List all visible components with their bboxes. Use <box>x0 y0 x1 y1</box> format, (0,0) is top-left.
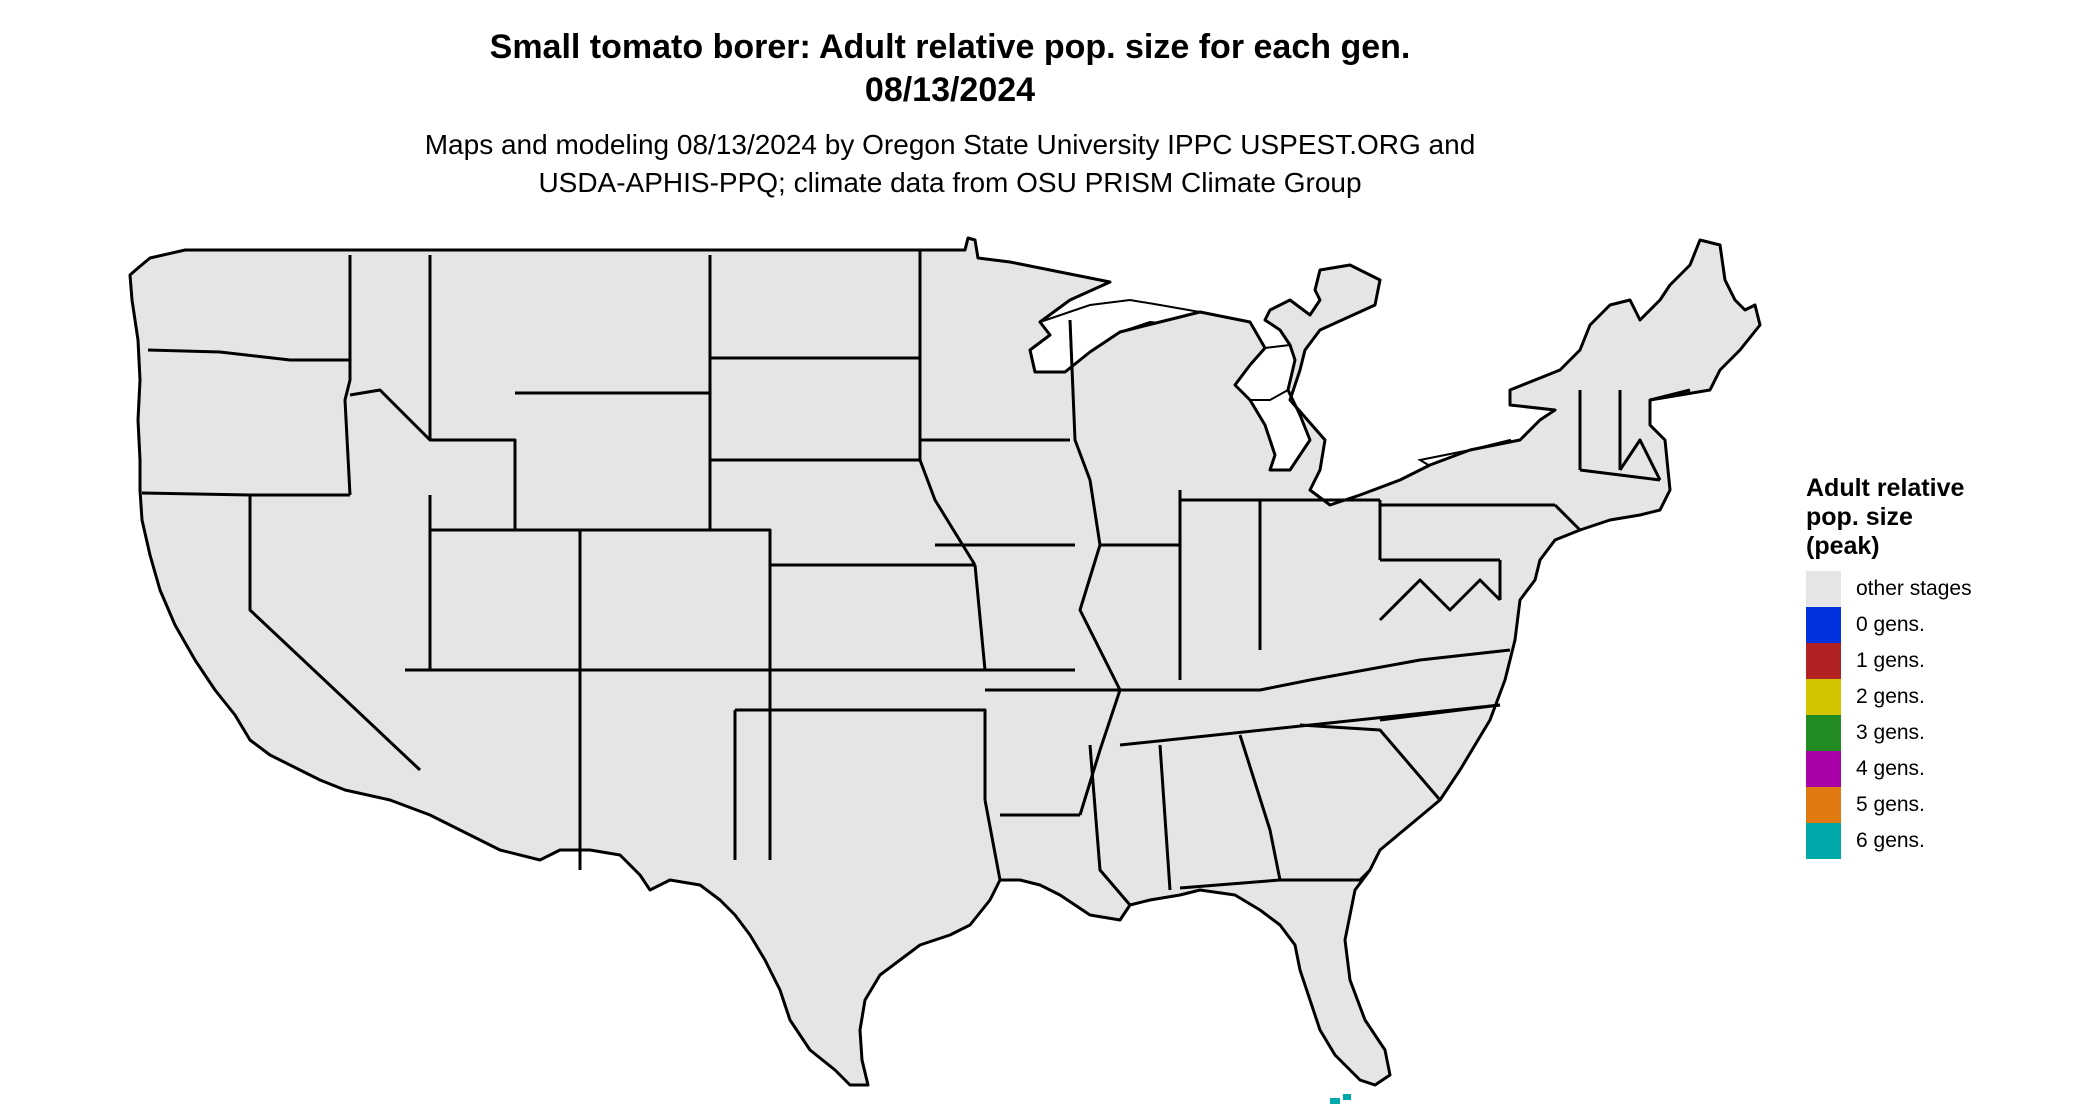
map-subtitle-line1: Maps and modeling 08/13/2024 by Oregon S… <box>424 129 1476 160</box>
legend-swatch <box>1806 823 1841 859</box>
legend-title-line2: pop. size <box>1806 503 1913 531</box>
legend-label: 5 gens. <box>1856 793 1925 816</box>
legend-item-other-stages: other stages <box>1806 571 2086 607</box>
legend-swatch <box>1806 643 1841 679</box>
map-subtitle: Maps and modeling 08/13/2024 by Oregon S… <box>0 126 1900 202</box>
state-borders <box>128 236 1762 1087</box>
legend-title-line3: (peak) <box>1806 532 1880 560</box>
legend-item-5-gens: 5 gens. <box>1806 787 2086 823</box>
zone-6gen-keys <box>1330 1094 1351 1104</box>
zone-5gen-south <box>810 955 1380 1060</box>
legend-label: 4 gens. <box>1856 757 1925 780</box>
legend: Adult relative pop. size (peak) other st… <box>1806 474 2086 859</box>
legend-label: 2 gens. <box>1856 685 1925 708</box>
legend-swatch <box>1806 607 1841 643</box>
legend-item-0-gens: 0 gens. <box>1806 607 2086 643</box>
map-title: Small tomato borer: Adult relative pop. … <box>0 26 1900 112</box>
legend-swatch <box>1806 571 1841 607</box>
legend-label: 1 gens. <box>1856 649 1925 672</box>
legend-item-3-gens: 3 gens. <box>1806 715 2086 751</box>
legend-item-6-gens: 6 gens. <box>1806 823 2086 859</box>
legend-swatch <box>1806 679 1841 715</box>
legend-item-1-gens: 1 gens. <box>1806 643 2086 679</box>
legend-label: other stages <box>1856 577 1972 600</box>
legend-item-2-gens: 2 gens. <box>1806 679 2086 715</box>
map-title-line1: Small tomato borer: Adult relative pop. … <box>489 28 1411 66</box>
legend-swatch <box>1806 715 1841 751</box>
legend-title: Adult relative pop. size (peak) <box>1806 474 2086 561</box>
legend-swatch <box>1806 751 1841 787</box>
legend-swatch <box>1806 787 1841 823</box>
legend-label: 3 gens. <box>1856 721 1925 744</box>
legend-title-line1: Adult relative <box>1806 474 1965 502</box>
legend-label: 6 gens. <box>1856 829 1925 852</box>
map-title-date: 08/13/2024 <box>864 71 1036 109</box>
legend-label: 0 gens. <box>1856 613 1925 636</box>
legend-item-4-gens: 4 gens. <box>1806 751 2086 787</box>
map-subtitle-line2: USDA-APHIS-PPQ; climate data from OSU PR… <box>538 167 1362 198</box>
